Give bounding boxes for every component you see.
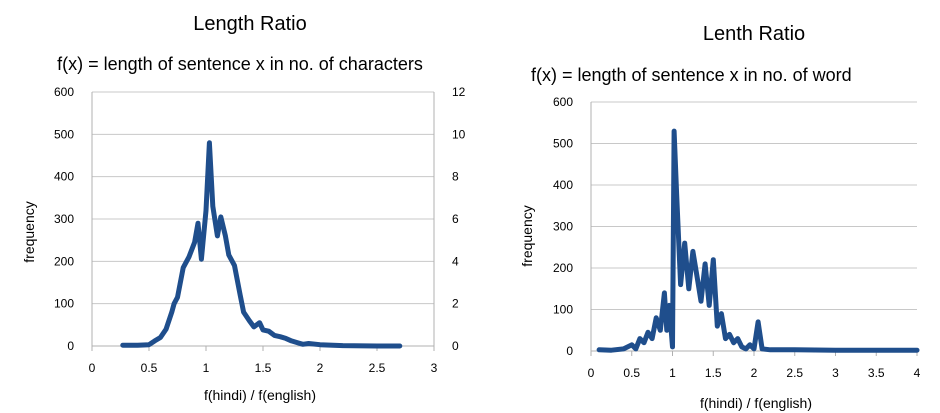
y-tick-label: 600 [553,95,573,109]
y-tick-label: 200 [54,254,74,268]
x-tick-label: 2 [751,366,758,380]
x-tick-label: 0 [89,361,96,375]
x-axis-ticks: 0 0.5 1 1.5 2 2.5 3 3.5 4 [588,366,921,380]
chart-title: Lenth Ratio [703,23,805,45]
y2-tick-label: 8 [452,170,459,184]
x-axis-ticks: 0 0.5 1 1.5 2 2.5 3 [89,361,438,375]
x-tick-label: 3.5 [868,366,885,380]
x-tick-label: 3 [832,366,839,380]
x-tick-label: 0 [588,366,595,380]
y2-tick-label: 12 [452,85,466,99]
chart-subtitle: f(x) = length of sentence x in no. of ch… [57,54,423,74]
x-tick-label: 3 [431,361,438,375]
y-tick-label: 600 [54,85,74,99]
series-line [120,140,403,349]
y-tick-label: 300 [553,220,573,234]
x-axis-label: f(hindi) / f(english) [204,387,316,403]
y-tick-label: 400 [54,170,74,184]
y-tick-label: 200 [553,261,573,275]
x-tick-label: 0.5 [623,366,640,380]
y2-tick-label: 0 [452,339,459,353]
secondary-y-axis-ticks: 0 2 4 6 8 10 12 [452,85,466,353]
series-line [596,128,920,353]
y-tick-label: 500 [553,137,573,151]
y2-tick-label: 2 [452,297,459,311]
grid-lines [92,91,434,347]
axes [590,102,918,356]
grid-lines [591,101,917,352]
chart-length-ratio-words: Lenth Ratio f(x) = length of sentence x … [519,23,921,411]
y-tick-label: 100 [54,297,74,311]
chart-subtitle: f(x) = length of sentence x in no. of wo… [531,65,852,85]
x-tick-label: 1 [203,361,210,375]
chart-length-ratio-characters: Length Ratio f(x) = length of sentence x… [21,13,466,403]
chart-title: Length Ratio [193,13,306,35]
x-tick-label: 1.5 [255,361,272,375]
x-tick-label: 4 [914,366,921,380]
y-tick-label: 0 [566,344,573,358]
x-tick-label: 0.5 [141,361,158,375]
y-tick-label: 100 [553,303,573,317]
y-axis-label: frequency [21,201,37,262]
x-tick-label: 2.5 [369,361,386,375]
y-tick-label: 0 [67,339,74,353]
x-axis-label: f(hindi) / f(english) [700,395,812,411]
axes [91,92,435,351]
y-axis-ticks: 0 100 200 300 400 500 600 [553,95,573,358]
y-axis-ticks: 0 100 200 300 400 500 600 [54,85,74,353]
y-tick-label: 400 [553,178,573,192]
y2-tick-label: 6 [452,212,459,226]
x-tick-label: 2 [317,361,324,375]
y-tick-label: 300 [54,212,74,226]
y-tick-label: 500 [54,127,74,141]
x-tick-label: 1.5 [705,366,722,380]
x-tick-label: 1 [669,366,676,380]
x-tick-label: 2.5 [786,366,803,380]
y2-tick-label: 4 [452,254,459,268]
y2-tick-label: 10 [452,127,466,141]
y-axis-label: frequency [519,205,535,266]
